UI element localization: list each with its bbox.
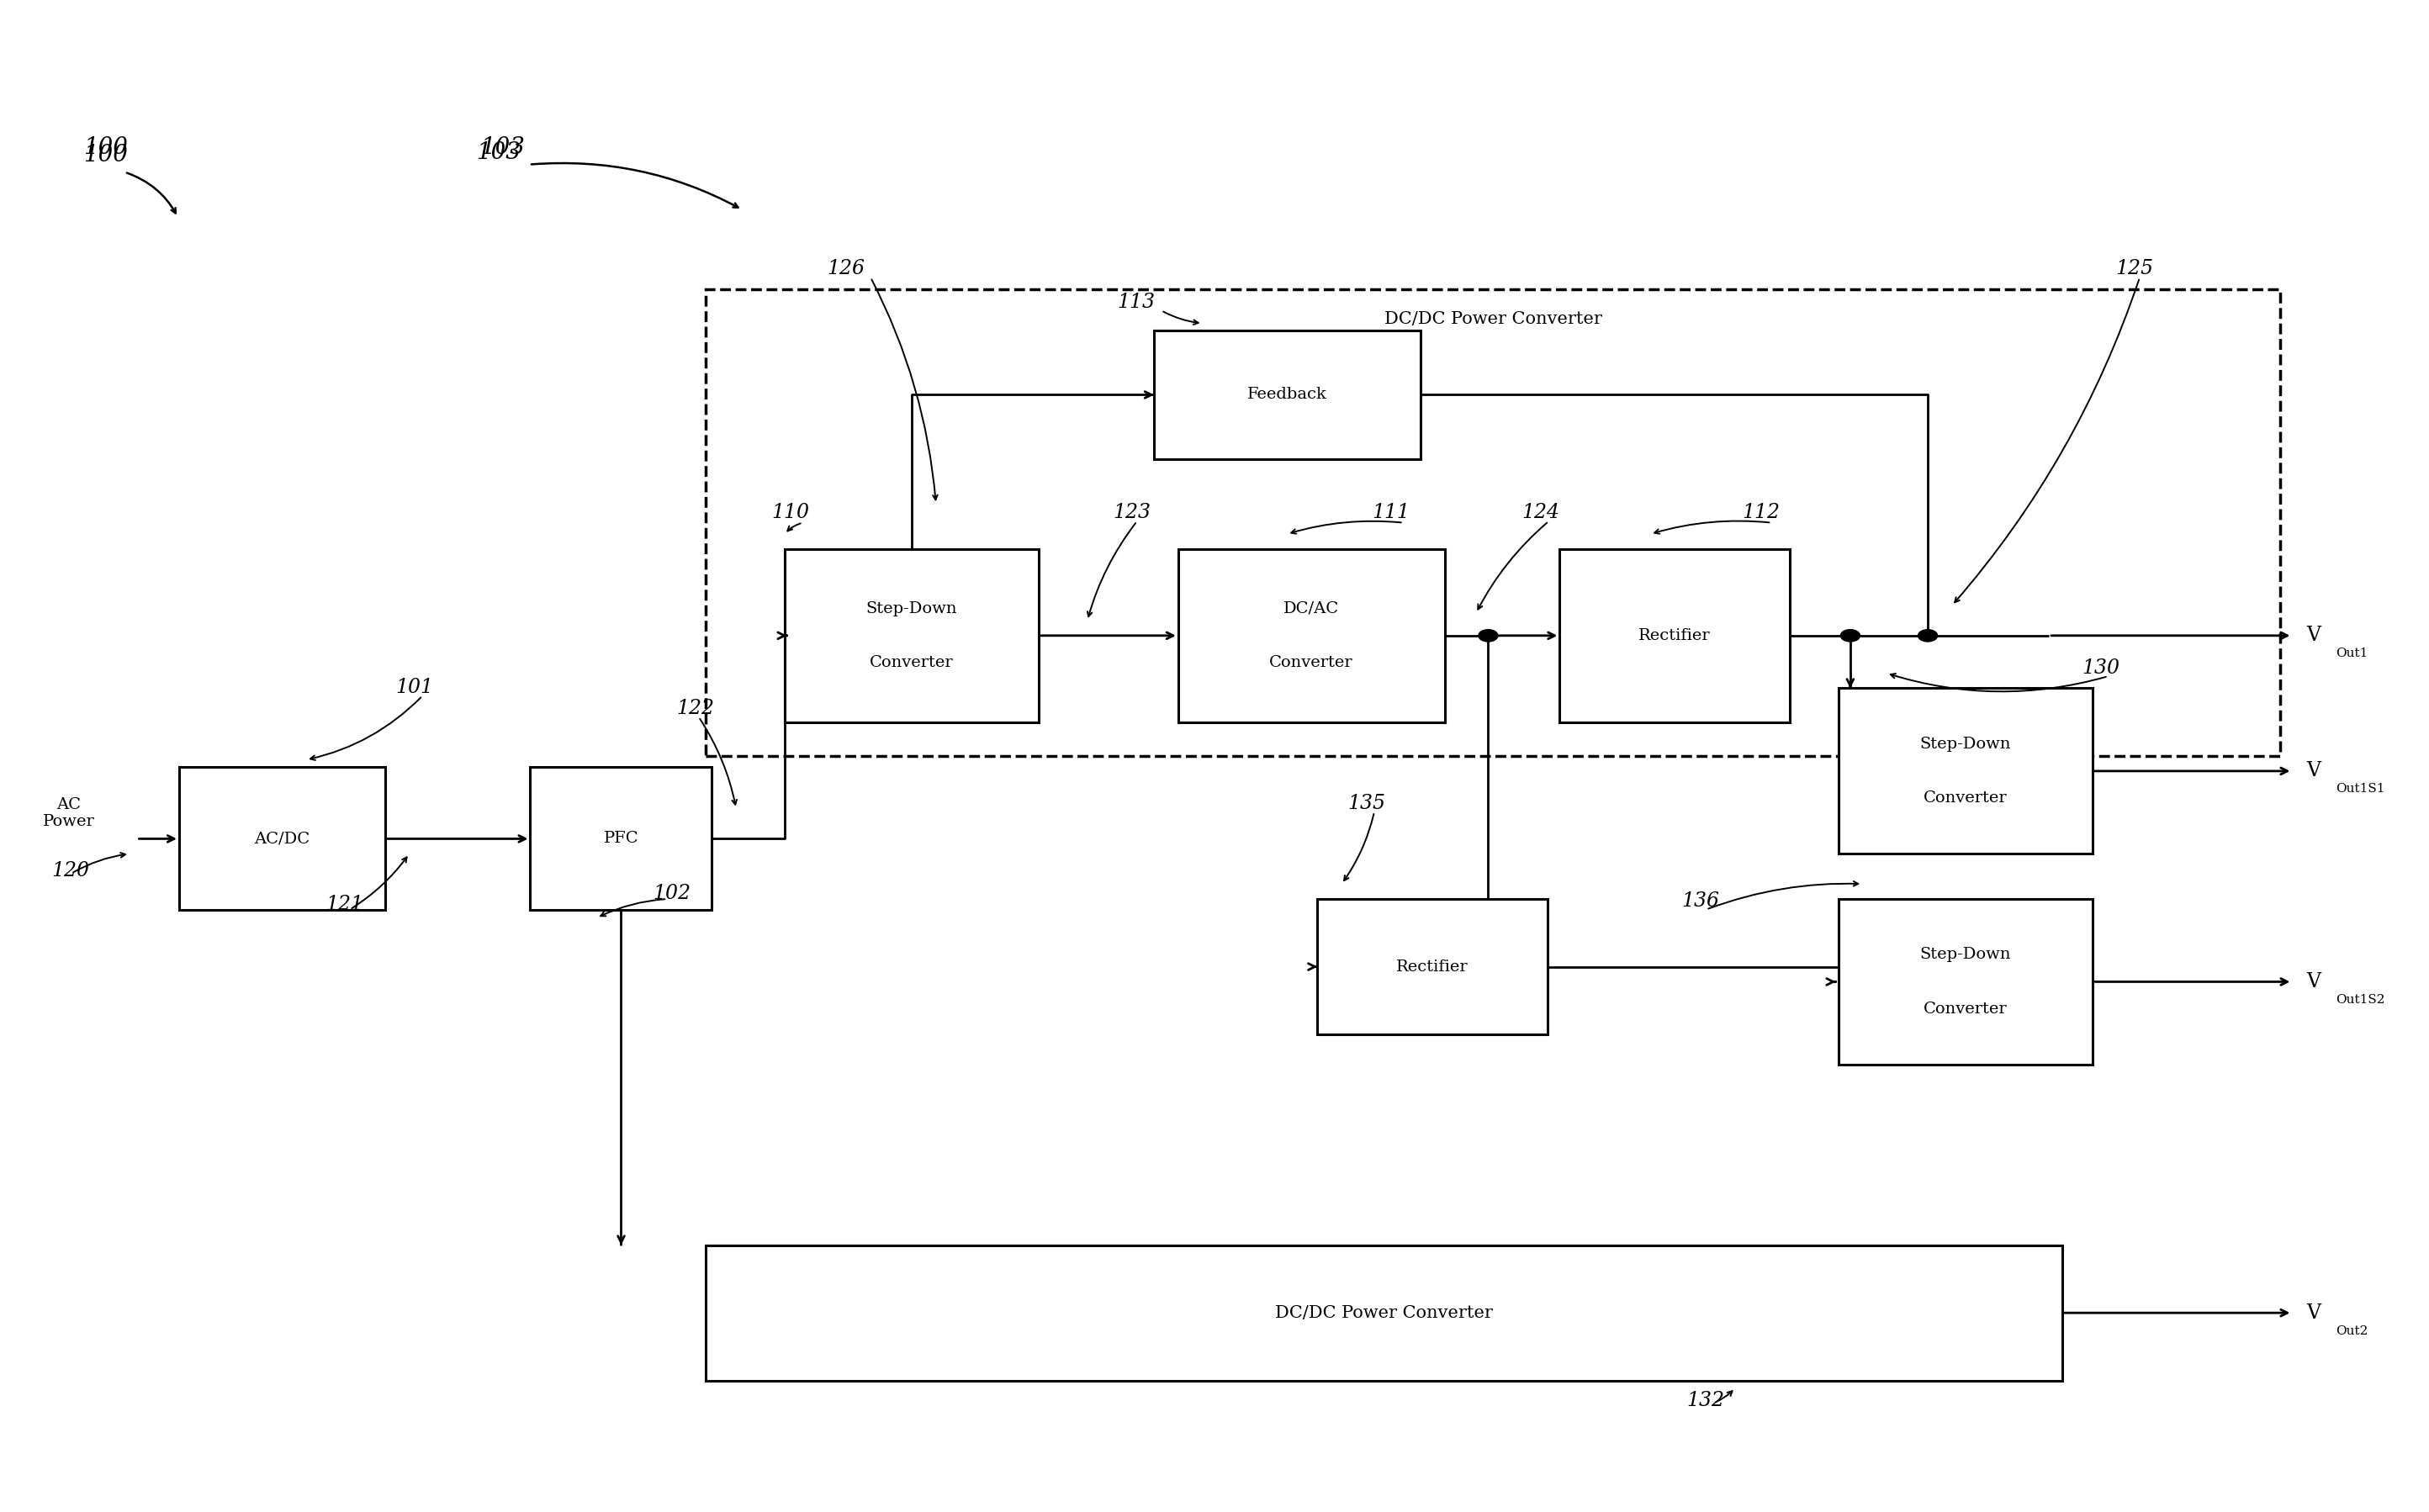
Bar <box>785 549 1040 723</box>
Text: 132: 132 <box>1686 1391 1725 1411</box>
Text: 113: 113 <box>1117 292 1156 311</box>
Text: Out1: Out1 <box>2337 647 2368 659</box>
Circle shape <box>1841 629 1861 641</box>
Bar <box>1839 688 2091 854</box>
Text: Converter: Converter <box>1924 791 2006 806</box>
Text: 126: 126 <box>826 259 865 278</box>
Circle shape <box>1919 629 1938 641</box>
Text: 100: 100 <box>83 136 129 159</box>
Text: Rectifier: Rectifier <box>1397 959 1470 974</box>
Text: Step-Down: Step-Down <box>1919 947 2011 962</box>
Bar <box>180 767 384 910</box>
Text: 103: 103 <box>476 141 520 163</box>
Text: 121: 121 <box>325 895 364 913</box>
Text: DC/AC: DC/AC <box>1283 600 1338 615</box>
Circle shape <box>1479 629 1499 641</box>
Text: 124: 124 <box>1523 503 1559 523</box>
Text: 122: 122 <box>678 699 714 718</box>
Text: Out2: Out2 <box>2337 1325 2368 1337</box>
Bar <box>707 1244 2062 1380</box>
Text: PFC: PFC <box>605 832 639 847</box>
Text: AC/DC: AC/DC <box>255 832 311 847</box>
Bar <box>1317 900 1547 1034</box>
Text: Converter: Converter <box>1924 1001 2006 1016</box>
Bar <box>707 289 2281 756</box>
Text: AC
Power: AC Power <box>44 797 95 830</box>
Text: 102: 102 <box>653 885 690 903</box>
Text: 100: 100 <box>83 144 129 166</box>
Text: V: V <box>2308 762 2322 780</box>
Text: Converter: Converter <box>870 655 955 670</box>
Text: DC/DC Power Converter: DC/DC Power Converter <box>1385 311 1601 328</box>
Text: Out1S2: Out1S2 <box>2337 993 2385 1005</box>
Text: 125: 125 <box>2116 259 2155 278</box>
Text: V: V <box>2308 626 2322 646</box>
Text: Step-Down: Step-Down <box>1919 736 2011 751</box>
Text: 136: 136 <box>1681 892 1720 910</box>
Text: Feedback: Feedback <box>1246 387 1326 402</box>
Bar <box>530 767 712 910</box>
Text: V: V <box>2308 972 2322 992</box>
Text: 111: 111 <box>1372 503 1409 523</box>
Text: 130: 130 <box>2082 658 2121 677</box>
Text: 135: 135 <box>1348 794 1385 813</box>
Text: 120: 120 <box>51 862 90 880</box>
Text: Converter: Converter <box>1270 655 1353 670</box>
Bar <box>1178 549 1445 723</box>
Text: Step-Down: Step-Down <box>867 600 957 615</box>
Text: 123: 123 <box>1112 503 1151 523</box>
Bar <box>1839 900 2091 1064</box>
Text: 101: 101 <box>396 677 435 697</box>
Text: Out1S1: Out1S1 <box>2337 783 2385 795</box>
Bar <box>1559 549 1790 723</box>
Text: Rectifier: Rectifier <box>1640 627 1710 643</box>
Bar <box>1154 331 1421 458</box>
Text: DC/DC Power Converter: DC/DC Power Converter <box>1275 1305 1494 1321</box>
Text: 103: 103 <box>481 136 525 159</box>
Text: 112: 112 <box>1742 503 1780 523</box>
Text: V: V <box>2308 1303 2322 1323</box>
Text: 110: 110 <box>772 503 809 523</box>
